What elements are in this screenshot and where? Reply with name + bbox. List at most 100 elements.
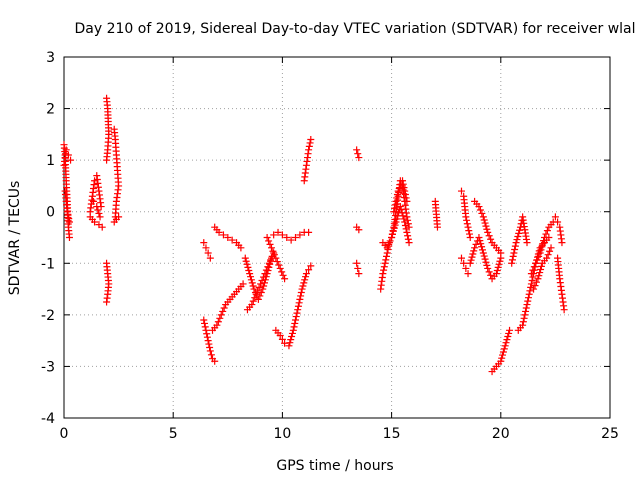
data-point-fill bbox=[508, 256, 516, 264]
data-point-fill bbox=[257, 289, 265, 297]
data-point-fill bbox=[288, 333, 296, 341]
data-point-fill bbox=[259, 273, 267, 281]
data-point bbox=[228, 236, 236, 244]
data-point-fill bbox=[399, 180, 407, 188]
x-tick-label: 0 bbox=[60, 426, 69, 442]
data-point-fill bbox=[465, 230, 473, 238]
data-point bbox=[283, 234, 291, 241]
data-point bbox=[532, 259, 540, 267]
data-point-fill bbox=[483, 225, 491, 233]
data-point bbox=[401, 218, 409, 226]
data-point-fill bbox=[269, 247, 277, 255]
data-point bbox=[254, 295, 262, 303]
data-point bbox=[462, 264, 470, 272]
data-point-fill bbox=[305, 266, 313, 274]
data-point-fill bbox=[287, 336, 295, 344]
data-point-fill bbox=[400, 215, 408, 223]
data-point bbox=[385, 239, 393, 247]
data-point bbox=[519, 321, 527, 329]
data-point bbox=[200, 239, 208, 247]
data-point-fill bbox=[472, 240, 480, 248]
data-point bbox=[294, 306, 302, 314]
y-tick-label: -2 bbox=[41, 308, 55, 324]
y-tick-label: -4 bbox=[41, 411, 55, 427]
data-point-fill bbox=[300, 279, 308, 287]
data-point-fill bbox=[504, 333, 512, 341]
data-point-fill bbox=[306, 139, 314, 147]
data-point bbox=[523, 301, 531, 309]
data-point bbox=[466, 259, 474, 267]
data-point-fill bbox=[544, 251, 552, 259]
data-point-fill bbox=[248, 279, 256, 287]
data-point-fill bbox=[95, 209, 103, 217]
data-point-fill bbox=[245, 267, 253, 275]
data-point bbox=[554, 218, 562, 226]
data-point-fill bbox=[292, 313, 300, 321]
data-point bbox=[276, 331, 284, 339]
data-point-fill bbox=[251, 294, 259, 302]
data-point-fill bbox=[294, 302, 302, 310]
data-point-fill bbox=[467, 256, 475, 264]
data-point bbox=[200, 316, 208, 324]
data-point-fill bbox=[503, 336, 511, 344]
data-point-fill bbox=[513, 236, 521, 244]
data-point-fill bbox=[401, 187, 409, 195]
data-point bbox=[89, 197, 97, 205]
data-point-fill bbox=[533, 256, 541, 264]
data-point bbox=[508, 259, 516, 267]
x-tick-label: 20 bbox=[492, 426, 510, 442]
data-point-fill bbox=[270, 251, 278, 259]
data-point-fill bbox=[242, 257, 250, 265]
data-point bbox=[484, 264, 492, 272]
y-tick-label: 1 bbox=[46, 153, 55, 169]
data-point bbox=[217, 311, 225, 319]
data-point-fill bbox=[393, 191, 401, 199]
data-point-fill bbox=[481, 219, 489, 227]
data-point-fill bbox=[94, 206, 102, 214]
data-point-fill bbox=[514, 232, 522, 240]
data-point-fill bbox=[529, 273, 537, 281]
data-point-fill bbox=[520, 314, 528, 322]
data-point-fill bbox=[470, 247, 478, 255]
data-point-fill bbox=[528, 276, 536, 284]
data-point bbox=[527, 270, 535, 278]
data-point-fill bbox=[522, 304, 530, 312]
data-point bbox=[460, 259, 468, 267]
data-point bbox=[285, 342, 293, 350]
data-point bbox=[381, 259, 389, 267]
data-point-fill bbox=[354, 150, 362, 158]
data-point bbox=[93, 203, 101, 211]
data-point-fill bbox=[392, 197, 400, 205]
data-point bbox=[497, 249, 505, 257]
data-point-fill bbox=[478, 243, 486, 251]
data-point-fill bbox=[265, 237, 273, 245]
data-point-fill bbox=[465, 227, 473, 235]
data-point bbox=[464, 270, 472, 278]
data-point bbox=[272, 254, 280, 262]
data-point-fill bbox=[515, 229, 523, 237]
data-point bbox=[278, 231, 286, 239]
data-point bbox=[62, 146, 70, 154]
data-point bbox=[204, 249, 212, 257]
data-point bbox=[457, 187, 465, 195]
data-point bbox=[353, 259, 361, 267]
data-point-fill bbox=[380, 266, 388, 274]
data-point bbox=[464, 223, 472, 231]
data-point bbox=[462, 213, 470, 221]
data-point-fill bbox=[258, 276, 266, 284]
data-point bbox=[289, 326, 297, 334]
data-point-fill bbox=[502, 339, 510, 347]
data-point bbox=[302, 270, 310, 278]
data-point-fill bbox=[262, 266, 270, 274]
data-point bbox=[204, 337, 212, 345]
data-point bbox=[246, 270, 254, 278]
data-point-fill bbox=[393, 194, 401, 202]
data-point bbox=[484, 228, 492, 236]
x-tick-label: 5 bbox=[169, 426, 178, 442]
data-point bbox=[512, 239, 520, 247]
data-point bbox=[353, 146, 361, 154]
chart-title: Day 210 of 2019, Sidereal Day-to-day VTE… bbox=[74, 21, 635, 37]
data-point bbox=[96, 213, 104, 221]
data-point-fill bbox=[256, 292, 264, 300]
